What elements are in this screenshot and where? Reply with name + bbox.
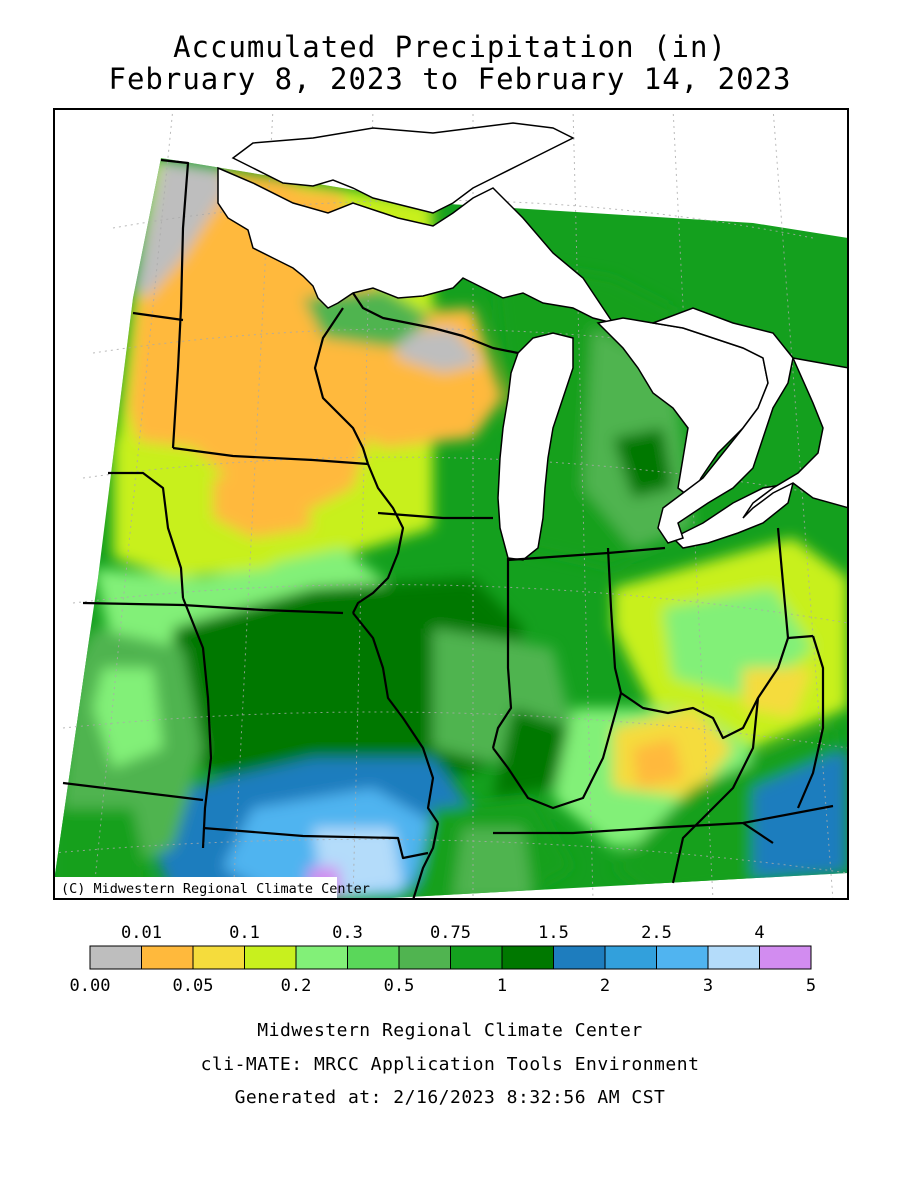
legend-bin-9 bbox=[553, 945, 606, 970]
legend-top-label: 1.5 bbox=[538, 923, 569, 943]
legend-bin-8 bbox=[501, 945, 554, 970]
upper-land-north bbox=[231, 122, 575, 214]
copyright-label: (C) Midwestern Regional Climate Center bbox=[61, 881, 370, 897]
lake-michigan bbox=[497, 332, 574, 561]
ontario-peninsula bbox=[650, 307, 849, 544]
legend-top-label: 4 bbox=[754, 923, 764, 943]
lake-superior bbox=[217, 166, 615, 325]
precipitation-map: (C) Midwestern Regional Climate Center bbox=[53, 108, 849, 900]
copyright-box bbox=[55, 877, 337, 898]
legend-bottom-label: 0.05 bbox=[173, 976, 214, 996]
legend-bottom-label: 3 bbox=[703, 976, 713, 996]
map-date-range: February 8, 2023 to February 14, 2023 bbox=[108, 62, 792, 96]
legend-bin-2 bbox=[192, 945, 245, 970]
footer-tool: cli-MATE: MRCC Application Tools Environ… bbox=[200, 1054, 700, 1075]
state-borders bbox=[62, 158, 834, 900]
legend-bin-5 bbox=[347, 945, 400, 970]
legend-bin-11 bbox=[656, 945, 709, 970]
map-title: Accumulated Precipitation (in) bbox=[173, 30, 727, 64]
legend-top-label: 0.75 bbox=[430, 923, 471, 943]
legend-bottom-label: 0.2 bbox=[281, 976, 312, 996]
legend-bottom-label: 5 bbox=[806, 976, 816, 996]
legend-bin-1 bbox=[141, 945, 194, 970]
legend-bin-7 bbox=[450, 945, 503, 970]
legend-top-label: 0.01 bbox=[121, 923, 162, 943]
legend-top-label: 2.5 bbox=[641, 923, 672, 943]
map-frame bbox=[53, 108, 849, 900]
legend-bin-4 bbox=[295, 945, 348, 970]
legend-bottom-label: 0.00 bbox=[70, 976, 110, 996]
legend-bin-12 bbox=[707, 945, 760, 970]
legend-bin-0 bbox=[89, 945, 142, 970]
great-lakes bbox=[217, 122, 795, 561]
legend-bin-6 bbox=[398, 945, 451, 970]
legend-top-label: 0.1 bbox=[229, 923, 260, 943]
legend-bottom-label: 2 bbox=[600, 976, 610, 996]
color-legend: 0.01 0.1 0.3 0.75 1.5 2.5 4 0.00 0.05 0.2 0.5 1 2 3 5 bbox=[70, 923, 816, 996]
legend-bin-13 bbox=[759, 945, 812, 970]
legend-bin-10 bbox=[604, 945, 657, 970]
footer-organization: Midwestern Regional Climate Center bbox=[257, 1020, 643, 1041]
legend-top-label: 0.3 bbox=[332, 923, 363, 943]
legend-bin-3 bbox=[244, 945, 297, 970]
legend-bottom-label: 0.5 bbox=[384, 976, 415, 996]
legend-bottom-label: 1 bbox=[497, 976, 507, 996]
footer-generated: Generated at: 2/16/2023 8:32:56 AM CST bbox=[234, 1087, 666, 1108]
